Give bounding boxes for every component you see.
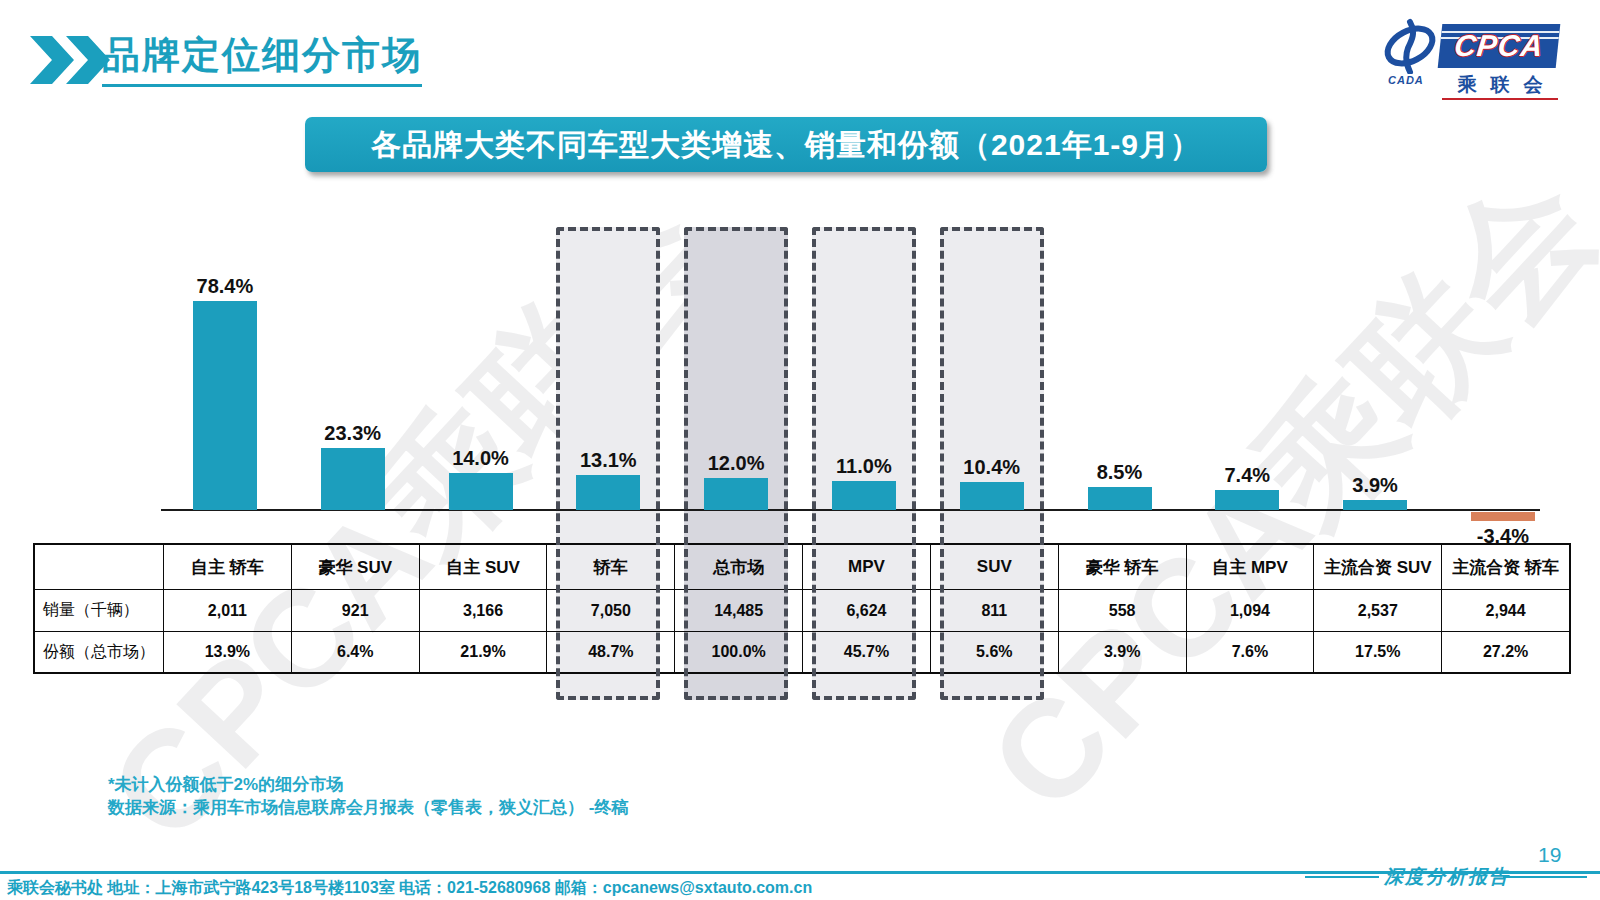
growth-bar [960, 482, 1024, 510]
growth-value-label: 8.5% [1056, 460, 1184, 484]
table-share-cell: 45.7% [802, 631, 930, 672]
cpca-logo-subtitle: 乘联会 [1442, 72, 1558, 100]
table-header-cell: 轿车 [546, 545, 674, 589]
growth-bar [449, 473, 513, 510]
growth-value-label: 3.9% [1311, 473, 1439, 497]
growth-bar [1088, 487, 1152, 510]
table-sales-cell: 3,166 [419, 589, 547, 631]
table-sales-cell: 2,537 [1313, 589, 1441, 631]
growth-bar [576, 475, 640, 510]
x-axis-line [161, 509, 1540, 511]
growth-bar [1343, 500, 1407, 510]
table-header-cell: 总市场 [674, 545, 802, 589]
cpca-logo-box: CPCA [1438, 24, 1561, 68]
growth-value-label: 13.1% [544, 448, 672, 472]
report-label-line-left [1305, 876, 1379, 878]
table-header-cell: 主流合资 轿车 [1441, 545, 1569, 589]
growth-value-label: 78.4% [161, 274, 289, 298]
growth-bar [704, 478, 768, 510]
growth-bar [1215, 490, 1279, 510]
table-share-cell: 13.9% [163, 631, 291, 672]
growth-bar [193, 301, 257, 510]
table-sales-cell: 6,624 [802, 589, 930, 631]
growth-value-label: 14.0% [417, 446, 545, 470]
table-header-cell: MPV [802, 545, 930, 589]
table-sales-cell: 811 [930, 589, 1058, 631]
slide-canvas: 品牌定位细分市场 CADA CPCA 乘联会 各品牌大类不同车型大类增速、销量和… [0, 0, 1600, 900]
page-number: 19 [1538, 843, 1598, 867]
growth-value-label: 10.4% [928, 455, 1056, 479]
table-share-cell: 7.6% [1186, 631, 1314, 672]
growth-value-label: 11.0% [800, 454, 928, 478]
table-share-cell: 3.9% [1058, 631, 1186, 672]
table-sales-cell: 558 [1058, 589, 1186, 631]
growth-bar [832, 481, 896, 510]
growth-bar-negative [1471, 512, 1535, 521]
cpca-logo: CADA CPCA 乘联会 [1382, 16, 1572, 94]
table-share-cell: 100.0% [674, 631, 802, 672]
table-header-cell: 自主 SUV [419, 545, 547, 589]
cada-text: CADA [1388, 74, 1424, 86]
table-share-cell: 48.7% [546, 631, 674, 672]
table-share-cell: 17.5% [1313, 631, 1441, 672]
table-row-label: 销量（千辆） [35, 589, 163, 631]
table-corner-cell [35, 545, 163, 589]
report-label-line-right [1503, 876, 1587, 878]
table-sales-cell: 921 [291, 589, 419, 631]
data-table: 自主 轿车豪华 SUV自主 SUV轿车总市场MPVSUV豪华 轿车自主 MPV主… [33, 543, 1571, 674]
page-title: 品牌定位细分市场 [102, 30, 422, 87]
growth-value-label: 12.0% [672, 451, 800, 475]
table-sales-cell: 7,050 [546, 589, 674, 631]
table-header-cell: 主流合资 SUV [1313, 545, 1441, 589]
table-share-cell: 5.6% [930, 631, 1058, 672]
chevron-right-icon [30, 36, 74, 84]
table-row-label: 份额（总市场） [35, 631, 163, 672]
table-share-cell: 21.9% [419, 631, 547, 672]
table-sales-cell: 2,944 [1441, 589, 1569, 631]
table-share-cell: 6.4% [291, 631, 419, 672]
table-header-cell: 豪华 轿车 [1058, 545, 1186, 589]
chart-title-banner: 各品牌大类不同车型大类增速、销量和份额（2021年1-9月） [305, 117, 1267, 172]
table-sales-cell: 1,094 [1186, 589, 1314, 631]
growth-bar [321, 448, 385, 510]
watermark: CPCA乘联会 [950, 135, 1600, 851]
footnote: *未计入份额低于2%的细分市场 [108, 773, 343, 796]
footer-contact-info: 乘联会秘书处 地址：上海市武宁路423号18号楼1103室 电话：021-526… [7, 878, 812, 899]
table-sales-cell: 2,011 [163, 589, 291, 631]
cada-emblem-icon [1382, 18, 1438, 74]
data-source-note: 数据来源：乘用车市场信息联席会月报表（零售表，狭义汇总） -终稿 [108, 796, 628, 819]
table-share-cell: 27.2% [1441, 631, 1569, 672]
table-header-cell: 自主 轿车 [163, 545, 291, 589]
table-header-cell: 豪华 SUV [291, 545, 419, 589]
cpca-text: CPCA [1453, 29, 1546, 63]
table-sales-cell: 14,485 [674, 589, 802, 631]
footer-divider [0, 871, 1600, 874]
report-label: 深度分析报告 [1384, 864, 1510, 890]
table-header-cell: SUV [930, 545, 1058, 589]
growth-value-label: 23.3% [289, 421, 417, 445]
table-header-cell: 自主 MPV [1186, 545, 1314, 589]
growth-value-label: 7.4% [1183, 463, 1311, 487]
